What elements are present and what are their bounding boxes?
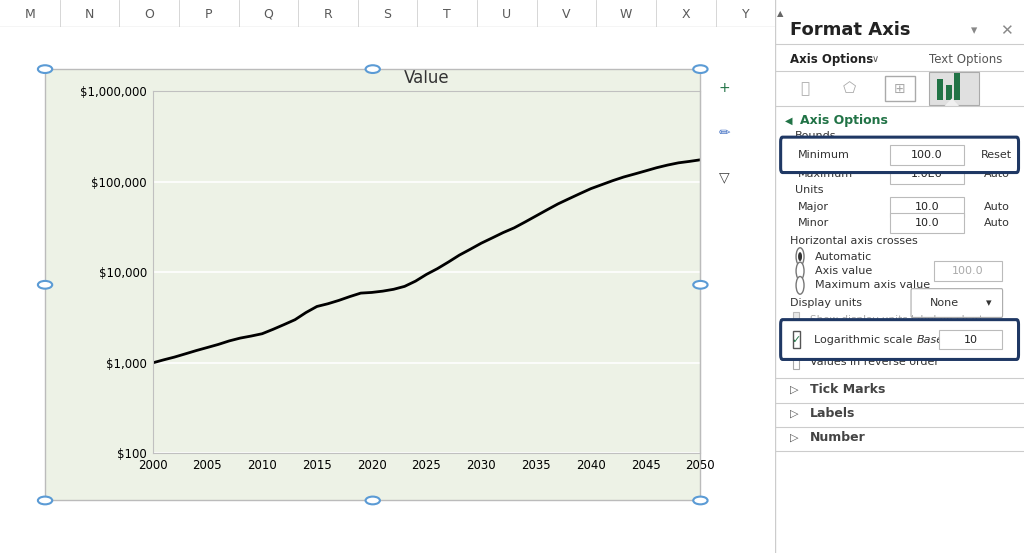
Text: Axis Options: Axis Options bbox=[800, 114, 888, 127]
Text: Auto: Auto bbox=[984, 218, 1010, 228]
Text: Bounds: Bounds bbox=[795, 131, 837, 141]
Bar bbox=[890, 197, 965, 217]
Text: Units: Units bbox=[795, 185, 823, 195]
Title: Value: Value bbox=[403, 69, 450, 87]
Text: M: M bbox=[25, 8, 35, 21]
Text: Minimum: Minimum bbox=[798, 150, 850, 160]
Text: 100.0: 100.0 bbox=[952, 266, 984, 276]
Bar bbox=[935, 261, 1001, 281]
Text: Auto: Auto bbox=[984, 169, 1010, 179]
Text: ∨: ∨ bbox=[872, 54, 880, 64]
Text: Y: Y bbox=[741, 8, 750, 21]
Text: ▲: ▲ bbox=[777, 9, 783, 18]
Text: 10.0: 10.0 bbox=[914, 202, 939, 212]
Circle shape bbox=[798, 252, 802, 261]
Bar bbox=[793, 312, 799, 327]
Text: Automatic: Automatic bbox=[815, 252, 872, 262]
Text: ▷: ▷ bbox=[791, 409, 799, 419]
Text: ⊞: ⊞ bbox=[894, 81, 905, 96]
Text: Maximum axis value: Maximum axis value bbox=[815, 280, 930, 290]
Bar bbox=[945, 85, 951, 100]
Text: ▷: ▷ bbox=[791, 384, 799, 394]
Text: N: N bbox=[85, 8, 94, 21]
Text: ▷: ▷ bbox=[791, 433, 799, 443]
Bar bbox=[930, 72, 979, 105]
Text: Text Options: Text Options bbox=[930, 53, 1002, 66]
Text: O: O bbox=[144, 8, 154, 21]
Text: 10: 10 bbox=[964, 335, 978, 345]
Text: ▾: ▾ bbox=[971, 24, 977, 37]
Bar bbox=[890, 164, 965, 184]
Text: X: X bbox=[681, 8, 690, 21]
Text: Base: Base bbox=[918, 335, 944, 345]
Bar bbox=[937, 79, 943, 100]
Text: Auto: Auto bbox=[984, 202, 1010, 212]
Circle shape bbox=[796, 262, 804, 280]
Text: 10.0: 10.0 bbox=[914, 218, 939, 228]
Text: Q: Q bbox=[263, 8, 273, 21]
FancyBboxPatch shape bbox=[911, 289, 1002, 317]
Text: Axis value: Axis value bbox=[815, 266, 872, 276]
Text: W: W bbox=[620, 8, 632, 21]
Bar bbox=[793, 331, 800, 348]
Text: Tick Marks: Tick Marks bbox=[810, 383, 886, 396]
Text: Minor: Minor bbox=[798, 218, 828, 228]
Text: ⬠: ⬠ bbox=[843, 81, 856, 96]
Text: V: V bbox=[562, 8, 570, 21]
Text: Labels: Labels bbox=[810, 407, 855, 420]
Polygon shape bbox=[944, 98, 959, 106]
Text: Maximum: Maximum bbox=[798, 169, 853, 179]
Text: Display units: Display units bbox=[791, 298, 862, 308]
Bar bbox=[890, 213, 965, 233]
Text: Show display units label on chart: Show display units label on chart bbox=[810, 315, 983, 325]
Text: Logarithmic scale: Logarithmic scale bbox=[814, 335, 912, 345]
Text: Format Axis: Format Axis bbox=[791, 22, 910, 39]
Text: U: U bbox=[503, 8, 511, 21]
Text: Number: Number bbox=[810, 431, 865, 445]
Bar bbox=[954, 73, 961, 100]
Text: 100.0: 100.0 bbox=[911, 150, 943, 160]
Text: T: T bbox=[443, 8, 452, 21]
Text: Values in reverse order: Values in reverse order bbox=[810, 357, 939, 367]
Text: Reset: Reset bbox=[981, 150, 1012, 160]
Text: Axis Options: Axis Options bbox=[791, 53, 873, 66]
Text: ✓: ✓ bbox=[792, 335, 801, 345]
Text: ▽: ▽ bbox=[719, 170, 729, 184]
FancyBboxPatch shape bbox=[780, 137, 1019, 173]
Text: ✕: ✕ bbox=[1000, 23, 1013, 38]
Bar bbox=[793, 354, 799, 369]
Text: 1.0E6: 1.0E6 bbox=[911, 169, 943, 179]
Text: ▾: ▾ bbox=[986, 298, 992, 308]
Text: +: + bbox=[718, 81, 730, 96]
Text: ✏: ✏ bbox=[718, 126, 730, 140]
Text: S: S bbox=[384, 8, 391, 21]
Text: Major: Major bbox=[798, 202, 828, 212]
Bar bbox=[885, 76, 914, 101]
Bar bbox=[939, 330, 1001, 349]
Text: None: None bbox=[930, 298, 958, 308]
FancyBboxPatch shape bbox=[780, 320, 1019, 359]
Bar bbox=[890, 145, 965, 165]
Circle shape bbox=[796, 248, 804, 265]
Circle shape bbox=[796, 276, 804, 294]
Text: R: R bbox=[324, 8, 333, 21]
Text: ◀: ◀ bbox=[785, 116, 793, 126]
Text: 🪣: 🪣 bbox=[801, 81, 810, 96]
Text: Horizontal axis crosses: Horizontal axis crosses bbox=[791, 236, 918, 246]
Text: P: P bbox=[205, 8, 212, 21]
